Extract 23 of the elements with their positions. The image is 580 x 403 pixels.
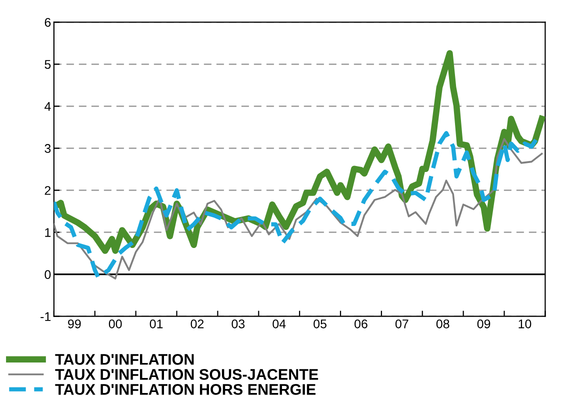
x-tick-label: 02 [190, 319, 204, 328]
x-tick-label: 00 [108, 319, 122, 328]
x-tick-label: 07 [395, 319, 408, 328]
x-tick-label: 08 [436, 319, 450, 328]
x-tick-label: 05 [314, 319, 326, 328]
legend-label: TAUX D'INFLATION [55, 354, 194, 365]
y-tick-label: 5 [44, 60, 51, 69]
y-tick-label: -1 [40, 312, 51, 321]
legend-label: TAUX D'INFLATION SOUS-JACENTE [55, 369, 318, 380]
y-tick-label: 2 [44, 186, 51, 195]
x-tick-label: 99 [68, 319, 81, 328]
x-tick-label: 09 [477, 319, 490, 328]
y-tick-label: 4 [44, 102, 51, 111]
legend-label: TAUX D'INFLATION HORS ENERGIE [55, 384, 316, 395]
x-tick-label: 01 [150, 319, 163, 328]
y-tick-label: 1 [45, 228, 51, 237]
x-tick-label: 10 [518, 319, 532, 328]
x-tick-label: 06 [354, 319, 368, 328]
y-tick-label: 3 [44, 144, 51, 153]
x-tick-label: 03 [232, 319, 245, 328]
x-tick-label: 04 [272, 319, 286, 328]
y-tick-label: 0 [44, 270, 51, 279]
y-tick-label: 6 [44, 18, 51, 27]
